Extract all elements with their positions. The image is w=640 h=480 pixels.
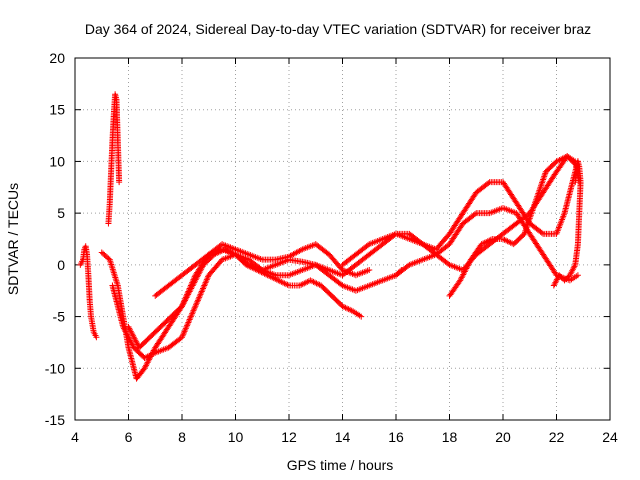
- data-point: [572, 179, 579, 186]
- chart-title: Day 364 of 2024, Sidereal Day-to-day VTE…: [85, 21, 591, 37]
- data-point: [185, 319, 192, 326]
- data-point: [193, 300, 200, 307]
- x-tick-label: 24: [602, 429, 618, 445]
- x-tick-label: 8: [178, 429, 186, 445]
- x-tick-label: 14: [335, 429, 351, 445]
- data-point: [187, 313, 194, 320]
- data-point: [182, 326, 189, 333]
- axis-ticks: [74, 57, 611, 421]
- data-point: [180, 329, 187, 336]
- data-point: [471, 211, 478, 218]
- data-point: [201, 282, 208, 289]
- series-early-left: [77, 243, 100, 341]
- grid: [75, 58, 610, 420]
- data-point: [191, 306, 198, 313]
- data-point: [179, 334, 185, 341]
- series-early-spike: [105, 91, 123, 227]
- y-tick-label: -5: [53, 309, 66, 325]
- data-point: [195, 295, 202, 302]
- data-point: [562, 276, 569, 283]
- data-point: [203, 278, 210, 285]
- data-points: [77, 91, 584, 382]
- y-tick-label: 15: [49, 102, 65, 118]
- data-point: [188, 312, 195, 319]
- data-point: [244, 260, 251, 267]
- data-point: [364, 242, 371, 249]
- data-point: [445, 260, 452, 267]
- data-point: [190, 307, 197, 314]
- data-point: [564, 274, 571, 281]
- data-point: [186, 318, 193, 325]
- series-late-right: [550, 158, 584, 289]
- y-tick-label: 10: [49, 153, 65, 169]
- data-point: [116, 179, 123, 186]
- x-tick-label: 22: [549, 429, 565, 445]
- data-point: [196, 292, 203, 299]
- x-tick-labels: 4 6 8 10 12 14 16 18 20 22 24: [71, 429, 618, 445]
- data-point: [571, 263, 578, 270]
- y-tick-label: -10: [45, 360, 65, 376]
- x-tick-label: 20: [495, 429, 511, 445]
- y-tick-label: 20: [49, 50, 65, 66]
- data-point: [194, 298, 201, 305]
- data-point: [194, 297, 201, 304]
- data-point: [191, 304, 198, 311]
- x-tick-label: 4: [71, 429, 79, 445]
- data-point: [93, 334, 100, 341]
- data-point: [181, 328, 188, 335]
- x-axis-label: GPS time / hours: [287, 457, 394, 473]
- data-point: [189, 309, 196, 316]
- data-point: [196, 294, 203, 301]
- x-tick-label: 6: [125, 429, 133, 445]
- x-tick-label: 10: [228, 429, 244, 445]
- y-axis-label: SDTVAR / TECUs: [5, 183, 21, 295]
- data-point: [556, 272, 563, 279]
- data-point: [182, 325, 189, 332]
- x-tick-label: 18: [442, 429, 458, 445]
- series-arc-6: [393, 204, 581, 284]
- data-point: [180, 331, 187, 338]
- data-point: [184, 320, 191, 327]
- data-point: [201, 281, 208, 288]
- y-tick-label: 0: [57, 257, 65, 273]
- data-point: [197, 291, 204, 298]
- data-point: [358, 313, 365, 320]
- x-tick-label: 12: [281, 429, 297, 445]
- data-point: [561, 277, 568, 284]
- series-arc-4: [152, 158, 581, 299]
- data-point: [485, 180, 492, 187]
- data-point: [200, 285, 207, 292]
- data-point: [538, 229, 545, 236]
- y-tick-label: -15: [45, 412, 65, 428]
- y-tick-labels: -15 -10 -5 0 5 10 15 20: [45, 50, 65, 428]
- x-tick-label: 16: [388, 429, 404, 445]
- data-point: [187, 315, 194, 322]
- y-tick-label: 5: [57, 205, 65, 221]
- series-arc-5: [339, 153, 583, 274]
- data-point: [204, 252, 211, 259]
- data-point: [405, 262, 412, 269]
- data-point: [203, 276, 210, 283]
- data-point: [558, 274, 565, 281]
- data-point: [183, 323, 190, 330]
- data-point: [189, 310, 196, 317]
- data-point: [193, 301, 200, 308]
- data-point: [297, 247, 304, 254]
- data-point: [184, 322, 191, 329]
- data-point: [192, 303, 199, 310]
- data-point: [200, 284, 207, 291]
- data-point: [199, 286, 206, 293]
- data-point: [557, 273, 564, 280]
- series-arc-7: [446, 153, 581, 299]
- data-point: [186, 316, 193, 323]
- data-point: [338, 281, 345, 288]
- data-point: [198, 288, 205, 295]
- data-point: [366, 267, 373, 274]
- data-point: [198, 289, 205, 296]
- data-point: [179, 332, 186, 339]
- data-point: [202, 279, 209, 286]
- data-point: [204, 275, 211, 282]
- data-point: [574, 272, 581, 279]
